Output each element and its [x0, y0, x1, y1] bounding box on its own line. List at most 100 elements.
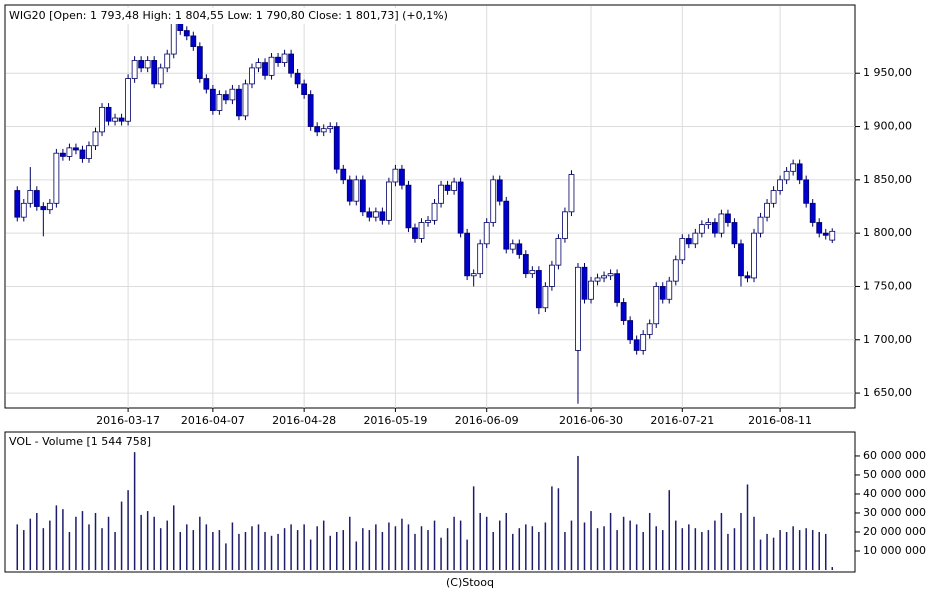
volume-bar [290, 524, 292, 570]
candle-body [27, 190, 34, 204]
volume-bar [557, 488, 560, 570]
candle-body [685, 238, 692, 245]
candle-body [66, 147, 73, 157]
candle-body [209, 88, 216, 111]
candle-body [294, 72, 301, 85]
candle-body [744, 275, 751, 279]
candle-body [170, 21, 177, 55]
volume-bar [668, 490, 671, 570]
candle-body [555, 238, 562, 266]
volume-bar [388, 522, 390, 570]
candle-body [659, 286, 666, 300]
candle-body [509, 243, 516, 250]
candle-body [99, 106, 105, 133]
volume-bar [798, 530, 801, 570]
candle-body [333, 126, 340, 170]
candle-body [327, 126, 334, 130]
volume-bar [792, 526, 794, 570]
y-tick-label: 1 750,00 [863, 279, 912, 292]
candle-body [366, 211, 373, 218]
candle-body [516, 243, 523, 255]
volume-bar [609, 512, 612, 570]
volume-bar [531, 526, 534, 570]
candle-body [151, 60, 158, 85]
candle-body [379, 211, 386, 221]
volume-bar [570, 520, 573, 570]
candle-body [33, 190, 40, 207]
volume-bar [36, 512, 38, 570]
candle-body [431, 202, 438, 221]
volume-bar [23, 530, 25, 570]
candle-body [738, 243, 744, 277]
volume-bar [655, 526, 657, 570]
x-tick-label: 2016-08-11 [748, 414, 812, 427]
volume-bar [362, 528, 364, 570]
candle-body [14, 190, 21, 218]
volume-bar [583, 522, 586, 570]
candle-body [627, 320, 634, 341]
volume-bar [192, 530, 195, 570]
volume-bar [322, 520, 325, 570]
candle-body [803, 179, 810, 204]
volume-bar [186, 524, 188, 570]
candle-body [783, 170, 790, 181]
volume-bar [316, 526, 318, 570]
candle-body [451, 181, 458, 191]
volume-bar [199, 516, 201, 570]
volume-bar [688, 524, 690, 570]
volume-bar [635, 524, 638, 570]
candle-body [562, 211, 568, 239]
volume-bar [88, 524, 90, 570]
volume-bar [818, 531, 820, 570]
volume-bar [772, 537, 775, 570]
candle-body [275, 56, 281, 63]
candle-body [764, 202, 770, 218]
candle-body [359, 179, 366, 213]
volume-bar [218, 530, 221, 570]
volume-bar [309, 539, 312, 570]
volume-bar [661, 530, 664, 570]
volume-bar [714, 520, 716, 570]
candle-body [522, 254, 529, 275]
y-tick-label: 1 950,00 [863, 66, 912, 79]
volume-bar [133, 452, 136, 570]
candle-body [164, 53, 171, 69]
volume-bar [257, 524, 260, 570]
volume-bar [283, 528, 286, 570]
volume-bar [440, 537, 442, 570]
volume-bar [675, 520, 677, 570]
volume-bar [590, 511, 592, 570]
volume-bar [727, 533, 729, 570]
candle-body [242, 83, 249, 117]
x-tick-label: 2016-03-17 [96, 414, 160, 427]
volume-bar [785, 531, 788, 570]
y-tick-label: 50 000 000 [863, 468, 926, 481]
candle-body [190, 35, 197, 47]
candle-body [125, 78, 131, 122]
volume-bar [205, 524, 208, 570]
candle-body [131, 60, 138, 79]
candle-body [614, 273, 620, 303]
candle-body [816, 222, 823, 234]
candle-body [777, 179, 783, 191]
x-tick-label: 2016-07-21 [650, 414, 714, 427]
candle-body [412, 227, 418, 239]
candle-body [118, 117, 125, 122]
y-tick-label: 1 700,00 [863, 333, 912, 346]
volume-bar [401, 518, 403, 570]
volume-bar [642, 531, 644, 570]
candle-body [829, 230, 836, 241]
volume-bar [349, 516, 351, 570]
volume-bar [746, 484, 749, 570]
candle-body [679, 238, 686, 261]
y-tick-label: 30 000 000 [863, 506, 926, 519]
volume-bar [42, 528, 45, 570]
volume-bar [342, 530, 345, 570]
candle-body [535, 270, 542, 309]
x-tick-label: 2016-06-09 [455, 414, 519, 427]
candle-body [470, 273, 477, 277]
volume-bar [720, 512, 723, 570]
volume-bar [264, 531, 266, 570]
volume-bar [811, 530, 814, 570]
volume-bar [577, 455, 579, 570]
